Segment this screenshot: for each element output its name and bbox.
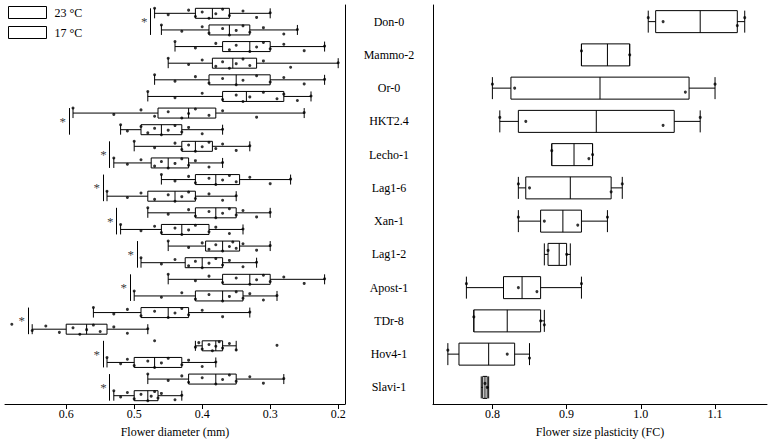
- svg-text:*: *: [141, 14, 148, 29]
- svg-text:*: *: [59, 114, 66, 129]
- svg-text:0.9: 0.9: [559, 407, 574, 421]
- svg-text:Hov4-1: Hov4-1: [371, 347, 408, 361]
- svg-text:Slavi-1: Slavi-1: [372, 380, 407, 394]
- svg-text:*: *: [100, 147, 107, 162]
- svg-text:*: *: [127, 247, 134, 262]
- svg-text:*: *: [19, 313, 26, 328]
- svg-text:0.8: 0.8: [485, 407, 500, 421]
- svg-text:17 °C: 17 °C: [55, 26, 83, 40]
- svg-text:0.6: 0.6: [59, 407, 74, 421]
- svg-text:Lag1-6: Lag1-6: [372, 181, 407, 195]
- svg-text:TDr-8: TDr-8: [374, 314, 404, 328]
- svg-text:Flower size plasticity (FC): Flower size plasticity (FC): [536, 425, 664, 439]
- svg-text:Mammo-2: Mammo-2: [364, 48, 415, 62]
- svg-text:HKT2.4: HKT2.4: [369, 114, 409, 128]
- svg-text:Flower diameter (mm): Flower diameter (mm): [121, 425, 230, 439]
- svg-text:Lag1-2: Lag1-2: [372, 247, 407, 261]
- svg-text:Or-0: Or-0: [378, 81, 400, 95]
- svg-text:Lecho-1: Lecho-1: [369, 148, 409, 162]
- svg-text:*: *: [93, 347, 100, 362]
- svg-text:*: *: [100, 380, 107, 395]
- svg-text:*: *: [93, 180, 100, 195]
- svg-text:*: *: [121, 280, 128, 295]
- svg-text:1.0: 1.0: [633, 407, 648, 421]
- svg-text:0.3: 0.3: [263, 407, 278, 421]
- svg-text:*: *: [107, 214, 114, 229]
- svg-text:Apost-1: Apost-1: [370, 281, 409, 295]
- svg-text:0.4: 0.4: [195, 407, 210, 421]
- svg-text:1.1: 1.1: [708, 407, 723, 421]
- svg-text:0.5: 0.5: [127, 407, 142, 421]
- svg-text:23 °C: 23 °C: [55, 6, 83, 20]
- svg-text:0.2: 0.2: [331, 407, 346, 421]
- svg-text:Xan-1: Xan-1: [374, 214, 404, 228]
- svg-text:Don-0: Don-0: [374, 15, 405, 29]
